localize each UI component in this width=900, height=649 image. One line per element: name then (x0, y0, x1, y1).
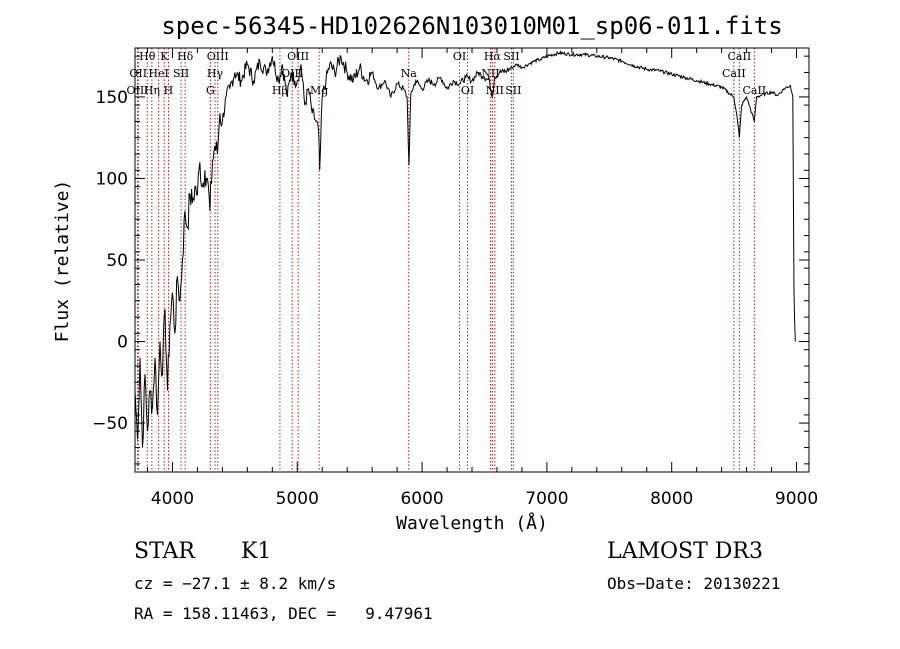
spectral-line-label: OI (453, 50, 466, 63)
x-tick-label: 9000 (775, 489, 818, 509)
spectral-line-label: G (206, 84, 215, 97)
spectral-line-label: NII (486, 84, 504, 97)
x-tick-label: 5000 (276, 489, 319, 509)
spectral-line-label: Na (401, 67, 418, 80)
y-tick-label: 150 (96, 88, 128, 108)
y-tick-label: 100 (96, 169, 128, 189)
survey-name: LAMOST DR3 (607, 539, 763, 564)
spectral-line-label: OIII (287, 50, 309, 63)
x-tick-label: 4000 (151, 489, 194, 509)
spectral-line-label: Hα (484, 50, 502, 63)
y-tick-label: 0 (117, 333, 128, 353)
y-axis-label: Flux (relative) (52, 180, 73, 343)
x-axis-ticks: 4000 5000 6000 7000 8000 9000 (146, 48, 818, 509)
spectral-line-label: Hδ (177, 50, 194, 63)
spectral-line-label: Hη (144, 84, 160, 97)
x-tick-label: 7000 (525, 489, 568, 509)
observation-date: Obs−Date: 20130221 (607, 574, 781, 593)
spectral-line-label: NII (481, 67, 499, 80)
spectral-line-label: SII (505, 84, 521, 97)
spectral-line-label: CaII (728, 50, 752, 63)
spectral-line-label: H (164, 84, 174, 97)
plot-frame (134, 47, 810, 473)
y-tick-label: 50 (106, 251, 128, 271)
spectral-line-label: HeI (148, 67, 168, 80)
spectral-line-label: K (160, 50, 169, 63)
spectral-line-label: Hβ (272, 84, 288, 97)
object-class: STAR (134, 539, 195, 564)
x-axis-label: Wavelength (Å) (396, 512, 548, 534)
spectral-line-label: OIII (207, 50, 229, 63)
spectral-line-label: CaII (742, 84, 766, 97)
spectral-line-label: OIII (281, 67, 303, 80)
spectral-line-label: OIII (126, 84, 148, 97)
spectral-line-label: CaII (722, 67, 746, 80)
x-tick-label: 8000 (650, 489, 693, 509)
spectral-line-label: OII (129, 67, 147, 80)
redshift-velocity: cz = −27.1 ± 8.2 km/s (134, 574, 337, 593)
y-axis-ticks: −50 0 50 100 150 (92, 55, 809, 465)
y-tick-label: −50 (92, 414, 128, 434)
spectral-line-markers (136, 48, 755, 472)
spectral-line-labels: HθOIIOIIIHηHeIKHSIIHδGHγOIIIHβOIIIOIIIMg… (126, 50, 766, 97)
chart-title: spec-56345-HD102626N103010M01_sp06-011.f… (161, 12, 782, 40)
object-subclass: K1 (241, 539, 272, 564)
spectrum-series-line (134, 49, 796, 448)
spectral-line-label: Hθ (139, 50, 156, 63)
ra-dec-coordinates: RA = 158.11463, DEC = 9.47961 (134, 604, 433, 623)
spectral-line-label: Hγ (207, 67, 224, 80)
x-tick-label: 6000 (400, 489, 443, 509)
spectral-line-label: SII (173, 67, 189, 80)
spectral-line-label: SII (503, 50, 519, 63)
spectral-line-label: OI (461, 84, 474, 97)
